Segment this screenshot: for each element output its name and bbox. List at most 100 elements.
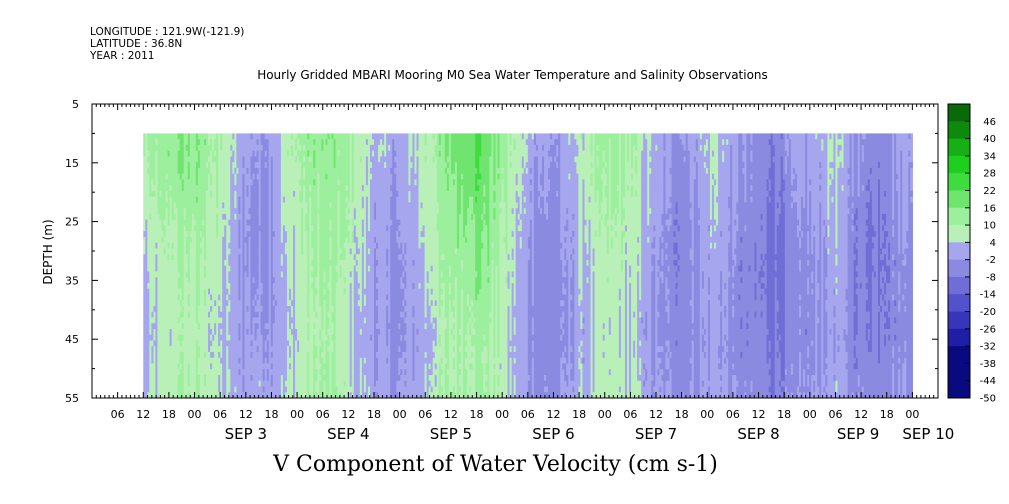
heatmap-cell: [236, 386, 239, 393]
heatmap-cell: [299, 219, 302, 227]
heatmap-cell: [252, 340, 256, 347]
heatmap-cell: [167, 225, 171, 232]
heatmap-cell: [266, 225, 270, 232]
heatmap-cell: [313, 225, 316, 232]
heatmap-cell: [244, 254, 248, 261]
heatmap-cell: [297, 334, 300, 342]
heatmap-cell: [203, 133, 207, 140]
heatmap-cell: [305, 265, 308, 273]
heatmap-cell: [323, 380, 327, 388]
heatmap-cell: [206, 340, 209, 347]
heatmap-cell: [250, 144, 254, 152]
heatmap-cell: [272, 202, 276, 209]
heatmap-cell: [228, 294, 231, 301]
heatmap-cell: [238, 271, 242, 278]
heatmap-cell: [228, 236, 231, 244]
heatmap-cell: [248, 231, 252, 238]
heatmap-cell: [244, 317, 248, 324]
heatmap-cell: [293, 374, 296, 382]
heatmap-cell: [175, 363, 179, 370]
heatmap-cell: [169, 208, 173, 215]
heatmap-cell: [258, 242, 262, 250]
heatmap-cell: [351, 179, 355, 186]
heatmap-cell: [230, 236, 233, 244]
heatmap-cell: [224, 236, 227, 244]
heatmap-cell: [351, 259, 355, 267]
heatmap-cell: [260, 271, 264, 278]
heatmap-cell: [311, 357, 314, 365]
heatmap-cell: [260, 346, 264, 353]
heatmap-cell: [313, 248, 316, 255]
heatmap-cell: [159, 190, 163, 198]
heatmap-cell: [256, 340, 260, 347]
heatmap-cell: [145, 179, 148, 186]
heatmap-cell: [317, 248, 320, 255]
heatmap-cell: [226, 311, 229, 319]
heatmap-cell: [165, 374, 169, 382]
heatmap-cell: [353, 351, 357, 359]
heatmap-cell: [242, 392, 246, 398]
heatmap-cell: [189, 392, 193, 398]
heatmap-cell: [353, 277, 357, 284]
heatmap-cell: [309, 196, 312, 204]
heatmap-cell: [228, 219, 231, 227]
heatmap-cell: [157, 357, 161, 365]
heatmap-cell: [226, 213, 229, 221]
heatmap-cell: [276, 323, 280, 330]
heatmap-cell: [147, 277, 150, 284]
heatmap-cell: [325, 219, 329, 227]
heatmap-cell: [301, 173, 304, 181]
heatmap-cell: [351, 213, 355, 221]
heatmap-cell: [179, 386, 183, 393]
heatmap-cell: [199, 144, 203, 152]
heatmap-cell: [228, 144, 231, 152]
heatmap-cell: [299, 202, 302, 209]
heatmap-cell: [220, 386, 223, 393]
heatmap-cell: [325, 144, 329, 152]
heatmap-cell: [349, 185, 353, 192]
heatmap-cell: [256, 369, 260, 376]
heatmap-cell: [151, 133, 154, 140]
heatmap-cell: [220, 277, 223, 284]
heatmap-cell: [329, 357, 333, 365]
heatmap-cell: [317, 282, 320, 290]
heatmap-cell: [149, 300, 152, 307]
heatmap-cell: [250, 179, 254, 186]
heatmap-cell: [266, 139, 270, 146]
heatmap-cell: [226, 156, 229, 163]
heatmap-cell: [167, 242, 171, 250]
heatmap-cell: [171, 346, 175, 353]
heatmap-cell: [240, 236, 244, 244]
heatmap-cell: [163, 139, 167, 146]
heatmap-cell: [236, 156, 239, 163]
heatmap-cell: [274, 139, 278, 146]
heatmap-cell: [303, 236, 306, 244]
heatmap-cell: [238, 380, 242, 388]
heatmap-cell: [315, 173, 318, 181]
heatmap-cell: [315, 277, 318, 284]
heatmap-cell: [313, 185, 316, 192]
heatmap-cell: [355, 231, 359, 238]
heatmap-cell: [181, 259, 185, 267]
heatmap-cell: [327, 277, 331, 284]
heatmap-cell: [264, 288, 268, 296]
heatmap-cell: [258, 392, 262, 398]
heatmap-cell: [268, 219, 272, 227]
heatmap-cell: [351, 351, 355, 359]
heatmap-cell: [208, 294, 211, 301]
heatmap-cell: [327, 288, 331, 296]
heatmap-cell: [347, 346, 351, 353]
heatmap-cell: [151, 294, 154, 301]
heatmap-cell: [248, 173, 252, 181]
heatmap-cell: [185, 219, 189, 227]
heatmap-cell: [191, 271, 195, 278]
heatmap-cell: [199, 173, 203, 181]
heatmap-cell: [171, 323, 175, 330]
heatmap-cell: [230, 248, 233, 255]
heatmap-cell: [228, 305, 231, 313]
heatmap-cell: [236, 351, 239, 359]
heatmap-cell: [315, 213, 318, 221]
heatmap-cell: [280, 144, 284, 152]
heatmap-cell: [151, 185, 154, 192]
heatmap-cell: [293, 386, 296, 393]
